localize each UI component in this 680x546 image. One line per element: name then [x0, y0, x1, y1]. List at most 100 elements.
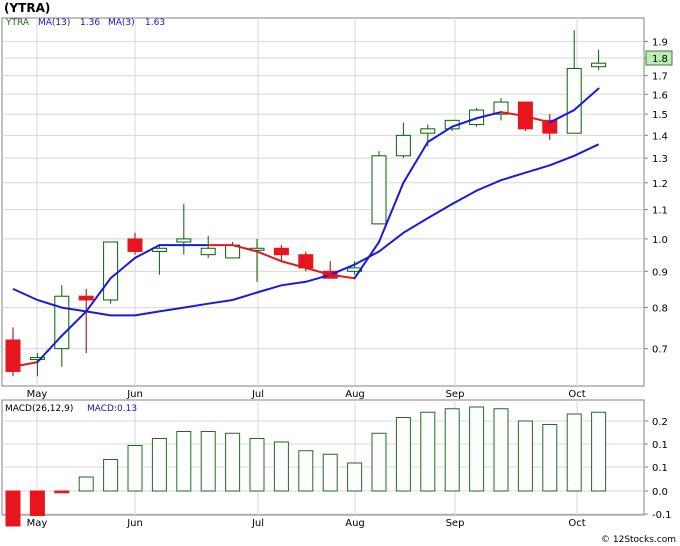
month-labels-macd: May Jun Jul Aug Sep Oct [27, 518, 586, 529]
macd-bar-positive [273, 441, 289, 492]
macd-bar-positive [542, 424, 558, 492]
macd-bar-positive [395, 417, 411, 492]
ma13-segment [256, 250, 283, 263]
macd-bar-positive [151, 438, 167, 492]
month-label: Aug [345, 518, 365, 529]
legend-ma13-value: 1.36 [80, 18, 100, 28]
ma13-segment [231, 244, 258, 253]
candle-up [371, 155, 387, 225]
price-panel: 0.70.80.91.01.11.21.31.41.51.61.71.81.9 … [1, 17, 673, 387]
ma13-segment [280, 260, 307, 269]
macd-tick-label: 0.2 [652, 417, 668, 428]
price-legend: YTRA MA(13) 1.36 MA(3) 1.63 [5, 18, 165, 28]
candle-down [273, 247, 289, 256]
macd-bar-positive [298, 450, 314, 492]
month-label: Oct [568, 518, 585, 529]
macd-bar-positive [249, 438, 265, 492]
ma13-segment [475, 111, 502, 120]
candle-up [54, 295, 70, 350]
ma13-segment [451, 117, 478, 128]
macd-legend-params: MACD(26,12,9) [5, 404, 73, 414]
macd-bar-positive [469, 406, 485, 492]
macd-bar-positive [78, 476, 94, 492]
ma13-segment [85, 277, 112, 313]
ma13-segment [402, 141, 429, 184]
month-label: Sep [446, 518, 465, 529]
macd-bar-positive [493, 408, 509, 492]
ma13-segment [134, 244, 161, 259]
month-label: Jun [126, 518, 143, 529]
price-candles [5, 30, 607, 377]
month-labels-price: May Jun Jul Aug Sep Oct [27, 389, 586, 400]
legend-ma13-name: MA(13) [38, 18, 70, 28]
ma13-segment [60, 310, 88, 337]
month-label: Jun [126, 389, 143, 400]
ma13-segment [378, 181, 405, 243]
candle-up [566, 67, 582, 134]
macd-bar-positive [127, 445, 143, 492]
candle-down [5, 339, 21, 372]
candle-up [176, 238, 192, 243]
macd-tick-label: 0.1 [652, 463, 668, 474]
macd-tick-label: -0.1 [652, 510, 672, 521]
candle-up [29, 357, 45, 361]
price-tick-label: 0.7 [652, 345, 668, 356]
macd-bar-positive [103, 459, 119, 492]
macd-bar-positive [200, 431, 216, 492]
price-tick-label: 1.2 [652, 179, 668, 190]
candle-up [420, 128, 436, 134]
price-tick-label: 1.1 [652, 206, 668, 217]
macd-bar-positive [420, 411, 436, 492]
candle-down [78, 295, 94, 301]
macd-bar-positive [517, 420, 533, 492]
price-tick-label: 1.5 [652, 110, 668, 121]
macd-bar-positive [371, 432, 387, 492]
macd-bar-positive [347, 462, 363, 492]
macd-bar-positive [444, 408, 460, 492]
price-moving-averages [12, 87, 600, 368]
macd-legend-value: MACD:0.13 [87, 404, 137, 414]
month-label: Oct [568, 389, 585, 400]
ma13-segment [329, 273, 356, 280]
ma13-segment [36, 334, 63, 364]
macd-tick-label: 0.1 [652, 440, 668, 451]
watermark: © 12Stocks.com [601, 535, 676, 545]
candle-down [127, 238, 143, 252]
price-tick-label: 0.8 [652, 304, 668, 315]
legend-ma3-value: 1.63 [145, 18, 165, 28]
macd-bar-negative [5, 490, 21, 527]
macd-bar-positive [176, 431, 192, 492]
ma13-segment [426, 125, 454, 144]
price-tick-label: 1.3 [652, 154, 668, 165]
month-label: Sep [446, 389, 465, 400]
month-label: May [27, 389, 48, 400]
current-price-box [645, 50, 673, 66]
ma13-segment [524, 115, 551, 124]
current-price-label: 1.8 [652, 54, 668, 65]
price-tick-label: 1.7 [652, 72, 668, 83]
macd-y-axis: 0.2 0.1 0.1 0.0 -0.1 [644, 417, 672, 521]
candle-up [395, 134, 411, 157]
macd-bar-positive [322, 453, 338, 492]
legend-ticker: YTRA [5, 18, 30, 28]
current-price-marker: 1.8 [645, 50, 673, 66]
chart-title: (YTRA) [4, 1, 50, 15]
candle-up [103, 241, 119, 301]
macd-panel-frame [1, 399, 645, 516]
ma3-line [12, 143, 600, 317]
ma13-segment [353, 240, 380, 280]
macd-bar-positive [225, 432, 241, 492]
ma13-segment [109, 256, 136, 280]
ma13-segment [548, 109, 576, 124]
price-panel-frame [1, 17, 645, 387]
price-tick-label: 1.0 [652, 235, 668, 246]
month-label: Jul [251, 518, 264, 529]
month-label: Jul [251, 389, 264, 400]
candle-up [200, 247, 216, 256]
price-tick-label: 1.9 [652, 37, 668, 48]
price-tick-label: 1.6 [652, 90, 668, 101]
candle-up [591, 62, 607, 68]
price-tick-label: 0.9 [652, 267, 668, 278]
month-label: Aug [345, 389, 365, 400]
